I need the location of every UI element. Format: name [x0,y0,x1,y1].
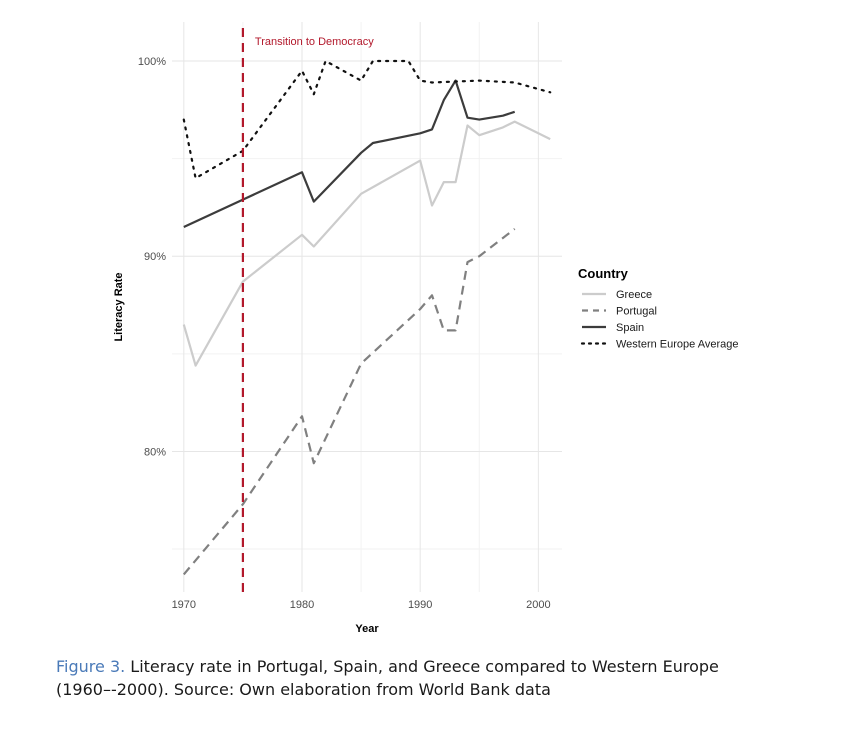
series-line-greece [182,120,551,367]
series-line-portugal [182,228,516,576]
figure-label: Figure 3. [56,657,126,676]
y-axis-ticks: 80% 90% 100% [138,56,166,458]
legend-label: Greece [616,289,652,301]
legend: Country Greece Portugal Spain Western Europ… [578,266,739,351]
x-axis-title: Year [355,623,379,635]
legend-label: Portugal [616,306,657,318]
x-tick-label: 1990 [408,599,432,611]
figure-caption: Figure 3. Literacy rate in Portugal, Spa… [56,655,806,701]
series-line-western-europe-average [182,59,552,180]
legend-title: Country [578,266,629,281]
x-tick-label: 1980 [290,599,314,611]
y-tick-label: 100% [138,56,166,68]
literacy-rate-chart: Transition to Democracy 1970 1980 1990 2000… [113,22,739,635]
x-tick-label: 2000 [526,599,550,611]
y-tick-label: 90% [144,251,166,263]
y-tick-label: 80% [144,446,166,458]
caption-text: Literacy rate in Portugal, Spain, and Gr… [56,657,719,699]
legend-label: Western Europe Average [616,339,739,351]
legend-label: Spain [616,322,644,334]
x-axis-ticks: 1970 1980 1990 2000 [172,599,551,611]
series-line-spain [183,79,516,228]
series-lines [182,59,552,576]
annotation-label: Transition to Democracy [255,36,374,48]
y-axis-title: Literacy Rate [113,272,125,341]
x-tick-label: 1970 [172,599,196,611]
grid [172,22,562,592]
